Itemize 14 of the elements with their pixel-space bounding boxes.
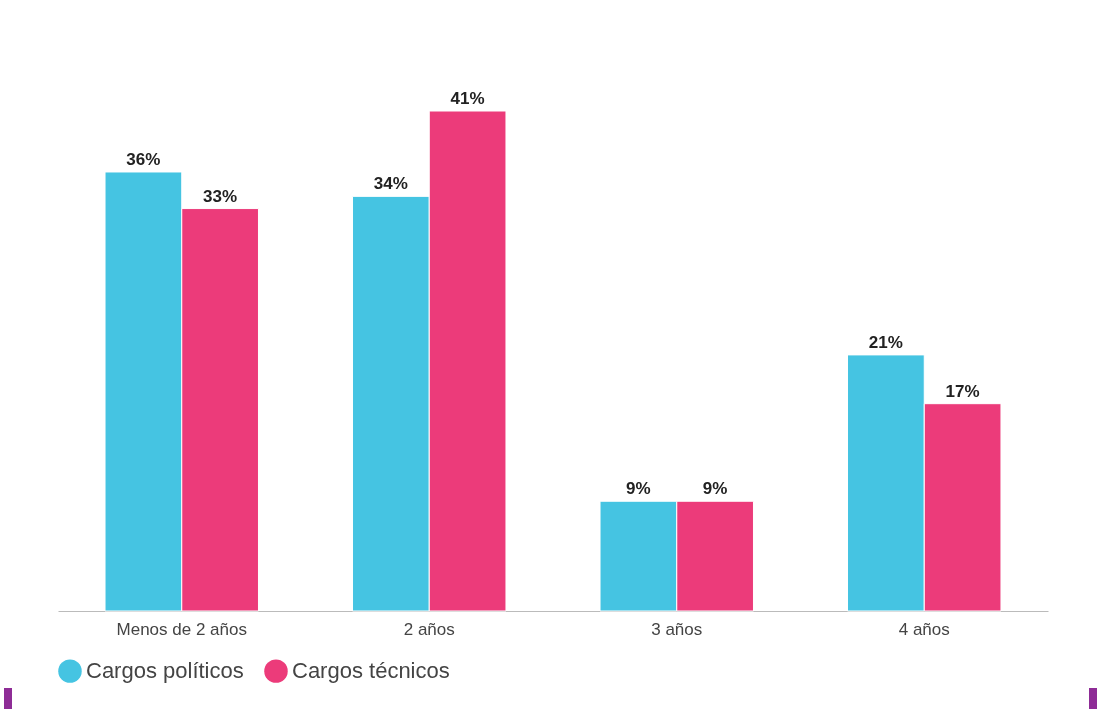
- data-label: 34%: [373, 174, 408, 194]
- data-label: 17%: [945, 381, 980, 401]
- legend-label: Cargos técnicos: [292, 658, 450, 684]
- x-tick-label: Menos de 2 años: [116, 619, 247, 639]
- data-label: 9%: [626, 479, 651, 499]
- data-label: 21%: [868, 332, 903, 352]
- data-label: 36%: [126, 149, 161, 169]
- data-label: 33%: [203, 186, 238, 206]
- x-tick-label: 2 años: [403, 619, 455, 639]
- data-label: 9%: [702, 479, 728, 499]
- x-tick-label: 4 años: [898, 619, 950, 639]
- data-label: 41%: [450, 89, 485, 108]
- x-tick-label: 3 años: [651, 619, 703, 639]
- legend-label: Cargos políticos: [86, 658, 244, 684]
